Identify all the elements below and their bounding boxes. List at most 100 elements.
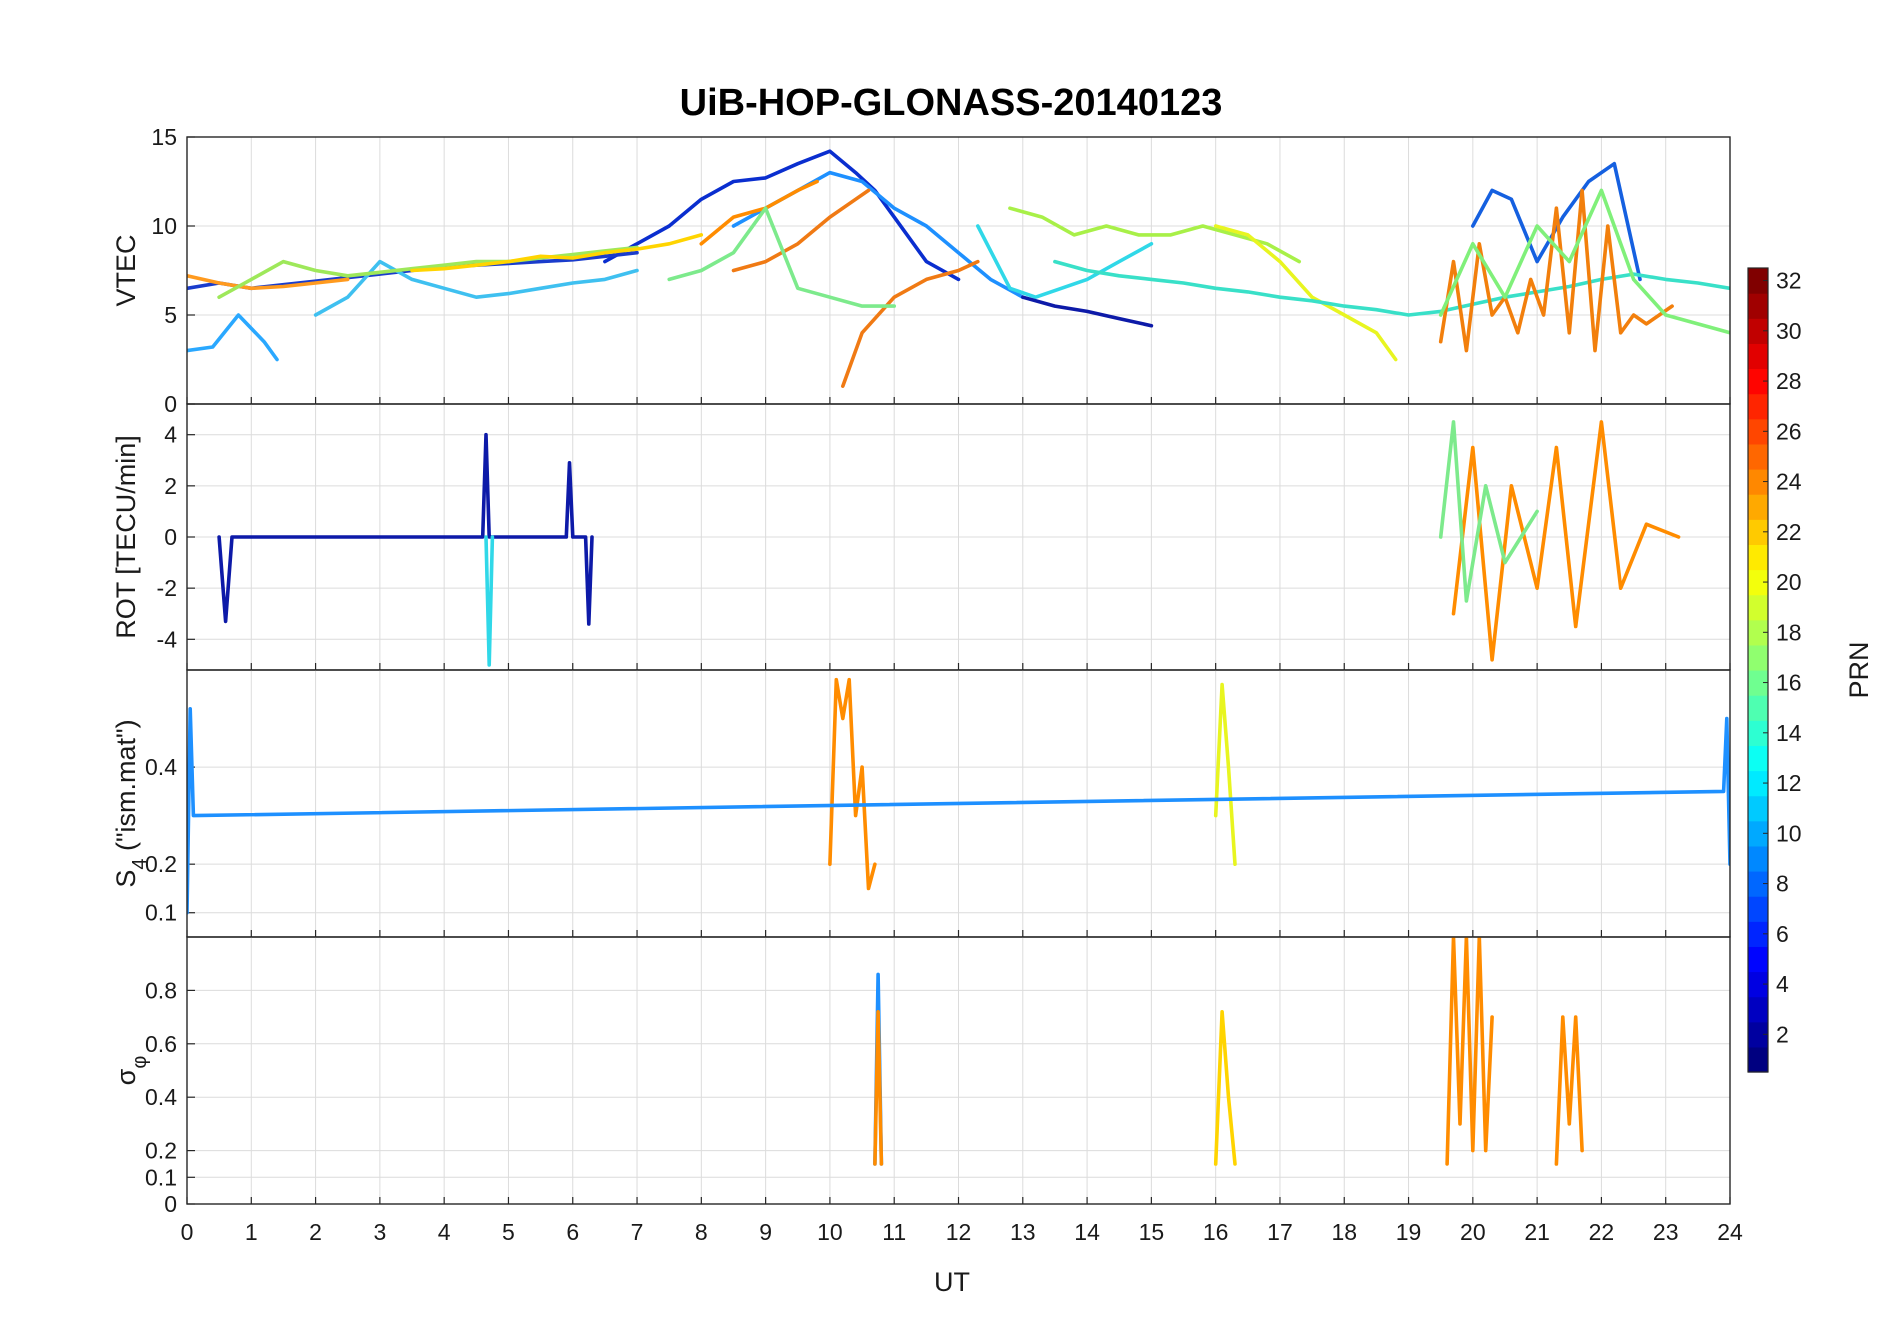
series-line-1-4 bbox=[841, 259, 980, 388]
colorbar-segment-5 bbox=[1748, 946, 1768, 973]
series-line-1-15 bbox=[410, 233, 704, 273]
xtick-label-22: 22 bbox=[1589, 1219, 1615, 1245]
colorbar-tick-label-8: 18 bbox=[1776, 619, 1802, 645]
ytick-label-1-1: 5 bbox=[164, 302, 177, 328]
ytick-label-3-2: 0.4 bbox=[145, 754, 177, 780]
ytick-label-4-2: 0.2 bbox=[145, 1138, 177, 1164]
xtick-label-7: 7 bbox=[631, 1219, 644, 1245]
ytick-label-3-1: 0.2 bbox=[145, 851, 177, 877]
colorbar-segment-9 bbox=[1748, 845, 1768, 872]
colorbar-tick-label-9: 20 bbox=[1776, 569, 1802, 595]
xtick-label-21: 21 bbox=[1524, 1219, 1550, 1245]
series-line-2-1 bbox=[484, 535, 495, 667]
colorbar-tick-label-12: 26 bbox=[1776, 418, 1802, 444]
ytick-label-1-3: 15 bbox=[151, 124, 177, 150]
ytick-label-1-0: 0 bbox=[164, 391, 177, 417]
xtick-label-2: 2 bbox=[309, 1219, 322, 1245]
series-line-4-1 bbox=[873, 1010, 884, 1166]
series-line-1-17 bbox=[1021, 295, 1154, 328]
ytick-label-4-3: 0.4 bbox=[145, 1084, 177, 1110]
colorbar-segment-1 bbox=[1748, 1046, 1768, 1073]
series-line-4-2 bbox=[1213, 1010, 1237, 1166]
colorbar-segment-32 bbox=[1748, 268, 1768, 294]
series-line-1-11 bbox=[187, 274, 350, 291]
series-line-1-14 bbox=[217, 245, 639, 299]
ytick-label-4-0: 0 bbox=[164, 1191, 177, 1217]
series-line-3-0 bbox=[828, 677, 877, 891]
colorbar-segment-17 bbox=[1748, 644, 1768, 671]
xtick-label-0: 0 bbox=[181, 1219, 194, 1245]
xtick-label-3: 3 bbox=[373, 1219, 386, 1245]
colorbar-segment-27 bbox=[1748, 393, 1768, 420]
series-group-2 bbox=[217, 420, 1681, 667]
y-axis-label-3: S4 ("ism.mat") bbox=[111, 719, 151, 887]
colorbar-segment-15 bbox=[1748, 695, 1768, 721]
series-line-4-3 bbox=[1445, 937, 1494, 1166]
xtick-label-16: 16 bbox=[1203, 1219, 1229, 1245]
colorbar-segment-7 bbox=[1748, 896, 1768, 922]
colorbar-tick-label-13: 28 bbox=[1776, 368, 1802, 394]
xtick-label-9: 9 bbox=[759, 1219, 772, 1245]
colorbar-label: PRN bbox=[1844, 641, 1874, 698]
colorbar-segment-30 bbox=[1748, 318, 1768, 344]
colorbar-tick-label-6: 14 bbox=[1776, 720, 1802, 746]
series-line-1-7 bbox=[1008, 206, 1301, 264]
y-axis-label-4: σφ bbox=[111, 1056, 151, 1086]
colorbar-tick-label-2: 6 bbox=[1776, 921, 1789, 947]
colorbar-tick-label-1: 4 bbox=[1776, 971, 1789, 997]
ytick-label-2-3: 2 bbox=[164, 473, 177, 499]
colorbar-segment-22 bbox=[1748, 519, 1768, 545]
series-group-4 bbox=[873, 937, 1584, 1166]
ytick-label-4-4: 0.6 bbox=[145, 1031, 177, 1057]
xtick-label-10: 10 bbox=[817, 1219, 843, 1245]
colorbar-segment-6 bbox=[1748, 921, 1768, 947]
ytick-label-1-2: 10 bbox=[151, 213, 177, 239]
xtick-label-17: 17 bbox=[1267, 1219, 1293, 1245]
ytick-label-2-0: -4 bbox=[157, 626, 178, 652]
colorbar-tick-label-14: 30 bbox=[1776, 318, 1802, 344]
xtick-label-12: 12 bbox=[946, 1219, 972, 1245]
xtick-label-24: 24 bbox=[1717, 1219, 1743, 1245]
ytick-label-4-5: 0.8 bbox=[145, 977, 177, 1003]
x-axis-label: UT bbox=[934, 1267, 970, 1297]
colorbar-segment-24 bbox=[1748, 469, 1768, 495]
colorbar-segment-26 bbox=[1748, 418, 1768, 445]
series-line-1-5 bbox=[667, 206, 896, 308]
y-axis-label-1: VTEC bbox=[111, 234, 141, 306]
colorbar-segment-14 bbox=[1748, 720, 1768, 746]
panel-1: 0 5 10 15 VTEC bbox=[111, 124, 1731, 417]
chart-title: UiB-HOP-GLONASS-20140123 bbox=[680, 82, 1223, 124]
colorbar-segment-31 bbox=[1748, 293, 1768, 319]
colorbar-segment-29 bbox=[1748, 343, 1768, 370]
colorbar-tick-label-10: 22 bbox=[1776, 519, 1802, 545]
colorbar-segment-8 bbox=[1748, 871, 1768, 897]
panel-3: 0.1 0.2 0.4S4 ("ism.mat") bbox=[111, 669, 1731, 938]
series-line-3-2 bbox=[187, 707, 1730, 915]
colorbar-segment-12 bbox=[1748, 770, 1768, 797]
series-line-2-0 bbox=[217, 432, 594, 626]
colorbar-segment-11 bbox=[1748, 795, 1768, 822]
series-line-1-12 bbox=[187, 313, 279, 362]
ytick-label-2-2: 0 bbox=[164, 524, 177, 550]
series-group-1 bbox=[187, 149, 1730, 388]
series-line-1-0 bbox=[603, 149, 961, 282]
colorbar-segment-10 bbox=[1748, 820, 1768, 847]
colorbar-tick-label-5: 12 bbox=[1776, 770, 1802, 796]
series-line-1-16 bbox=[1053, 259, 1730, 317]
colorbar-tick-label-0: 2 bbox=[1776, 1021, 1789, 1047]
ytick-label-3-0: 0.1 bbox=[145, 900, 177, 926]
colorbar-tick-label-3: 8 bbox=[1776, 871, 1789, 897]
panel-2: -4 -2 0 2 4 ROT [TECU/min] bbox=[111, 403, 1731, 671]
series-group-3 bbox=[187, 677, 1730, 915]
colorbar-segment-2 bbox=[1748, 1021, 1768, 1048]
panel-frame-4 bbox=[186, 936, 1731, 1205]
series-line-4-4 bbox=[1554, 1015, 1584, 1166]
y-axis-label-2: ROT [TECU/min] bbox=[111, 435, 141, 639]
colorbar-segment-23 bbox=[1748, 494, 1768, 520]
series-line-3-1 bbox=[1213, 682, 1237, 866]
colorbar-tick-label-15: 32 bbox=[1776, 268, 1802, 294]
colorbar-tick-label-7: 16 bbox=[1776, 670, 1802, 696]
